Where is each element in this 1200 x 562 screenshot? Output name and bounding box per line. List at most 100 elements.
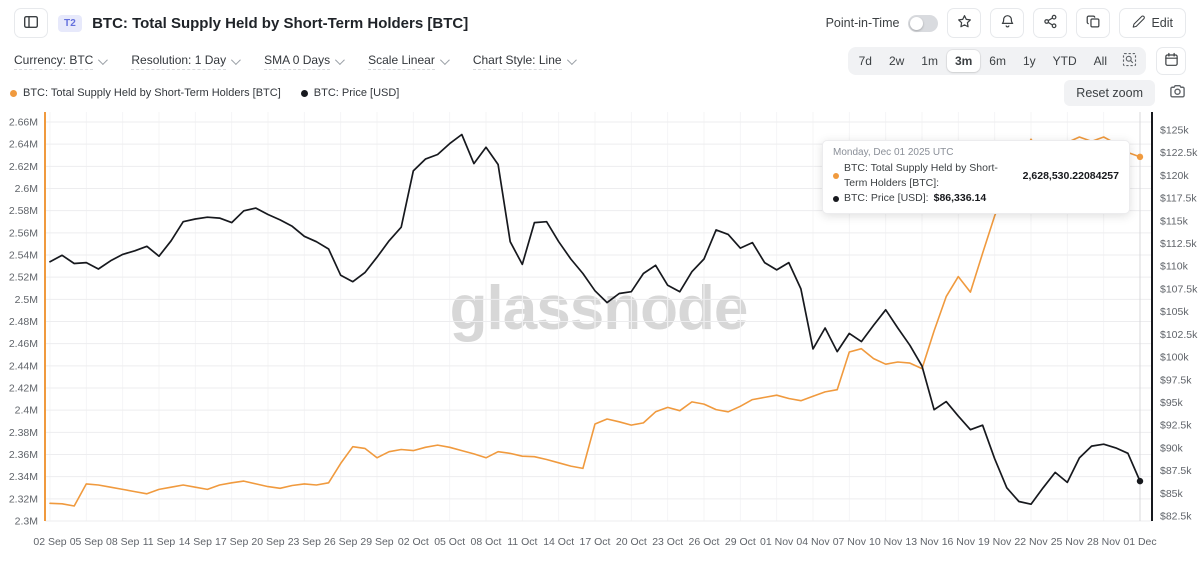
svg-text:2.6M: 2.6M xyxy=(15,183,38,195)
chart-svg: 02 Sep 05 Sep 08 Sep 11 Sep 14 Sep 17 Sep 20 S… xyxy=(9,112,1198,548)
svg-text:28 Nov: 28 Nov xyxy=(1087,536,1121,548)
range-1m[interactable]: 1m xyxy=(913,50,946,72)
range-3m[interactable]: 3m xyxy=(946,50,981,72)
range-6m[interactable]: 6m xyxy=(981,50,1014,72)
resolution-dropdown[interactable]: Resolution: 1 Day xyxy=(131,53,241,70)
svg-text:13 Nov: 13 Nov xyxy=(905,536,939,548)
price-line-series xyxy=(49,133,1141,506)
svg-text:2.3M: 2.3M xyxy=(15,516,38,528)
svg-text:11 Oct: 11 Oct xyxy=(507,536,537,548)
scale-dropdown-label: Scale Linear xyxy=(368,53,435,70)
tooltip-row-price: BTC: Price [USD]: $86,336.14 xyxy=(833,191,1119,206)
svg-text:17 Sep: 17 Sep xyxy=(215,536,248,548)
zoom-selection-button[interactable] xyxy=(1116,49,1143,73)
svg-text:23 Oct: 23 Oct xyxy=(652,536,683,548)
svg-text:20 Oct: 20 Oct xyxy=(616,536,647,548)
svg-text:01 Nov: 01 Nov xyxy=(760,536,794,548)
svg-text:$85k: $85k xyxy=(1160,488,1184,500)
svg-text:26 Sep: 26 Sep xyxy=(324,536,357,548)
legend-item-supply[interactable]: BTC: Total Supply Held by Short-Term Hol… xyxy=(10,87,281,99)
tooltip-price-label: BTC: Price [USD]: xyxy=(844,192,929,204)
point-in-time-label: Point-in-Time xyxy=(825,16,900,30)
copy-icon xyxy=(1086,14,1101,32)
price-series-dot xyxy=(833,195,839,202)
chart-tooltip: Monday, Dec 01 2025 UTC BTC: Total Suppl… xyxy=(822,140,1130,214)
reset-zoom-button[interactable]: Reset zoom xyxy=(1064,80,1155,106)
svg-text:11 Sep: 11 Sep xyxy=(143,536,176,548)
alerts-button[interactable] xyxy=(990,8,1025,38)
svg-text:2.32M: 2.32M xyxy=(9,493,38,505)
svg-text:$82.5k: $82.5k xyxy=(1160,511,1192,523)
svg-text:07 Nov: 07 Nov xyxy=(833,536,867,548)
supply-line-series xyxy=(49,136,1141,507)
svg-text:23 Sep: 23 Sep xyxy=(288,536,321,548)
svg-text:$100k: $100k xyxy=(1160,352,1189,364)
svg-text:2.34M: 2.34M xyxy=(9,471,38,483)
currency-dropdown[interactable]: Currency: BTC xyxy=(14,53,109,70)
svg-text:$102.5k: $102.5k xyxy=(1160,329,1198,341)
sidebar-toggle-button[interactable] xyxy=(14,8,48,38)
chart-toolbar: Currency: BTC Resolution: 1 Day SMA 0 Da… xyxy=(0,46,1200,76)
svg-text:$105k: $105k xyxy=(1160,306,1189,318)
chart-header: T2 BTC: Total Supply Held by Short-Term … xyxy=(0,0,1200,46)
range-7d[interactable]: 7d xyxy=(851,50,880,72)
share-icon xyxy=(1043,14,1058,32)
svg-text:2.42M: 2.42M xyxy=(9,383,38,395)
price-series-dot xyxy=(300,89,308,97)
time-range-selector: 7d 2w 1m 3m 6m 1y YTD All xyxy=(847,47,1146,75)
sma-dropdown[interactable]: SMA 0 Days xyxy=(264,53,345,70)
camera-icon xyxy=(1169,83,1186,103)
svg-text:22 Nov: 22 Nov xyxy=(1014,536,1048,548)
svg-text:08 Oct: 08 Oct xyxy=(471,536,502,548)
svg-text:2.52M: 2.52M xyxy=(9,272,38,284)
svg-text:2.46M: 2.46M xyxy=(9,338,38,350)
svg-text:20 Sep: 20 Sep xyxy=(251,536,284,548)
edit-button[interactable]: Edit xyxy=(1119,8,1186,38)
svg-text:29 Oct: 29 Oct xyxy=(725,536,756,548)
chart-legend: BTC: Total Supply Held by Short-Term Hol… xyxy=(10,87,399,99)
range-all[interactable]: All xyxy=(1086,50,1115,72)
glassnode-watermark: glassnode xyxy=(449,274,749,343)
scale-dropdown[interactable]: Scale Linear xyxy=(368,53,450,70)
chevron-down-icon xyxy=(566,54,577,65)
svg-text:02 Oct: 02 Oct xyxy=(398,536,429,548)
svg-text:2.58M: 2.58M xyxy=(9,205,38,217)
tooltip-date: Monday, Dec 01 2025 UTC xyxy=(833,147,954,158)
favorite-button[interactable] xyxy=(947,8,982,38)
share-button[interactable] xyxy=(1033,8,1068,38)
svg-text:$97.5k: $97.5k xyxy=(1160,374,1192,386)
legend-item-price-label: BTC: Price [USD] xyxy=(313,87,400,99)
calendar-button[interactable] xyxy=(1156,47,1186,75)
svg-text:$87.5k: $87.5k xyxy=(1160,465,1192,477)
svg-text:$122.5k: $122.5k xyxy=(1160,147,1198,159)
tier-badge: T2 xyxy=(58,14,83,32)
chart-style-dropdown-label: Chart Style: Line xyxy=(472,53,562,70)
chevron-down-icon xyxy=(439,54,450,65)
supply-series-dot xyxy=(833,173,839,179)
supply-series-dot xyxy=(10,89,17,97)
duplicate-button[interactable] xyxy=(1076,8,1111,38)
range-2w[interactable]: 2w xyxy=(881,50,912,72)
svg-text:02 Sep: 02 Sep xyxy=(33,536,66,548)
svg-text:2.48M: 2.48M xyxy=(9,316,38,328)
svg-text:19 Nov: 19 Nov xyxy=(978,536,1012,548)
chevron-down-icon xyxy=(231,54,241,65)
point-in-time-toggle[interactable] xyxy=(908,14,939,32)
range-1y[interactable]: 1y xyxy=(1015,50,1044,72)
range-ytd[interactable]: YTD xyxy=(1045,50,1085,72)
svg-text:$120k: $120k xyxy=(1160,170,1189,182)
svg-text:14 Sep: 14 Sep xyxy=(179,536,212,548)
svg-text:$107.5k: $107.5k xyxy=(1160,283,1198,295)
svg-text:2.54M: 2.54M xyxy=(9,250,38,262)
price-last-point-marker xyxy=(1136,477,1144,485)
svg-text:2.56M: 2.56M xyxy=(9,227,38,239)
star-icon xyxy=(957,14,972,32)
chart-style-dropdown[interactable]: Chart Style: Line xyxy=(472,53,577,70)
chart-plot-area[interactable]: glassnode 02 Sep 05 Sep 08 Sep 11 Sep 14 Sep… xyxy=(0,105,1200,562)
legend-item-price[interactable]: BTC: Price [USD] xyxy=(300,87,400,99)
toggle-knob xyxy=(910,16,924,30)
calendar-icon xyxy=(1164,52,1179,70)
svg-text:2.4M: 2.4M xyxy=(15,405,38,417)
screenshot-button[interactable] xyxy=(1169,83,1186,103)
zoom-area-icon xyxy=(1122,52,1137,70)
